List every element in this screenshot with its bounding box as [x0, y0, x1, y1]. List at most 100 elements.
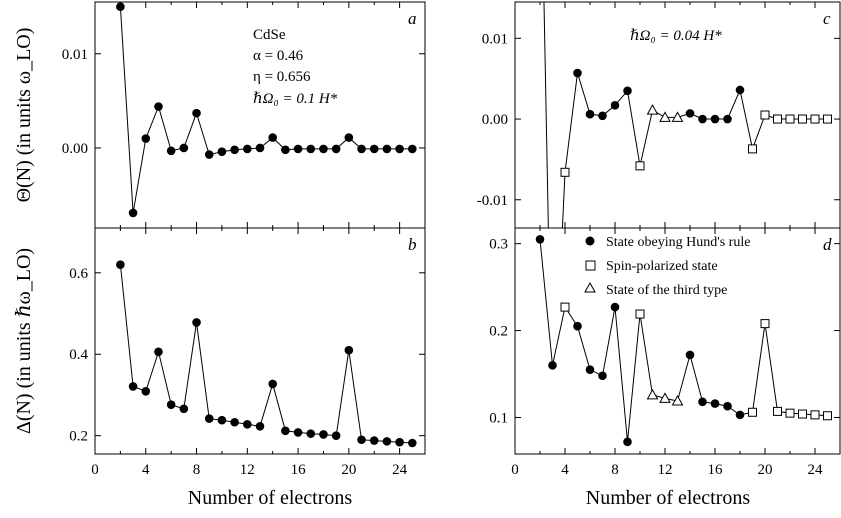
ytick-label-c: 0.00: [482, 112, 508, 128]
ytick-label-d: 0.3: [489, 237, 508, 253]
ytick-label-c: 0.01: [482, 31, 508, 47]
data-point-hund-d: [685, 350, 695, 360]
xtick-label-b: 8: [193, 462, 201, 478]
data-point-third-d: [646, 388, 659, 400]
data-point-hund-a: [243, 144, 252, 154]
data-point-hund-c: [698, 114, 707, 124]
data-point-spin-d: [823, 411, 832, 421]
annotation-alpha: α = 0.46: [253, 48, 304, 64]
data-point-hund-a: [128, 208, 138, 218]
data-point-hund-b: [204, 414, 214, 423]
data-point-hund-b: [319, 430, 328, 439]
xtick-label-d: 12: [658, 462, 673, 478]
data-point-hund-b: [369, 436, 379, 445]
data-point-hund-b: [306, 429, 316, 438]
data-point-hund-b: [408, 438, 417, 448]
series-line-c: [543, 2, 828, 228]
data-point-hund-b: [395, 437, 404, 447]
data-point-hund-b: [382, 437, 392, 446]
data-point-hund-b: [179, 404, 189, 414]
data-point-hund-a: [268, 133, 277, 142]
data-point-hund-a: [331, 144, 341, 154]
panel-d-frame: [514, 227, 841, 455]
data-point-hund-d: [698, 397, 707, 407]
data-point-hund-d: [573, 321, 582, 331]
data-point-hund-a: [344, 133, 354, 142]
panel-label-c: c: [823, 9, 831, 28]
data-point-hund-b: [141, 386, 151, 396]
data-point-hund-a: [319, 144, 328, 154]
xtick-label-d: 20: [758, 462, 773, 478]
data-point-hund-a: [395, 144, 404, 154]
data-point-hund-b: [255, 422, 265, 431]
data-point-hund-b: [293, 428, 303, 437]
data-point-hund-a: [382, 144, 392, 154]
ytick-label-b: 0.4: [69, 347, 88, 363]
data-point-hund-a: [255, 143, 265, 153]
data-point-spin-c: [823, 114, 832, 124]
xtick-label-b: 24: [392, 462, 408, 478]
data-point-hund-b: [166, 400, 176, 410]
data-point-hund-c: [623, 86, 632, 96]
ytick-label-b: 0.6: [69, 266, 88, 282]
data-point-hund-d: [623, 437, 632, 447]
data-point-hund-c: [735, 85, 745, 95]
panel-b-frame: [94, 227, 426, 455]
legend-third-label: State of the third type: [606, 283, 727, 298]
xtick-label-d: 24: [808, 462, 824, 478]
data-point-hund-b: [268, 379, 277, 389]
data-point-spin-c: [773, 114, 782, 124]
data-point-hund-d: [585, 365, 595, 374]
xlabel-right: Number of electrons: [586, 487, 751, 509]
data-point-hund-b: [281, 426, 290, 436]
ytick-label-c: -0.01: [477, 193, 508, 209]
data-point-hund-a: [116, 2, 125, 12]
annotation-eta: η = 0.656: [253, 69, 311, 85]
data-point-hund-a: [166, 146, 176, 156]
data-point-hund-b: [357, 435, 366, 445]
plot-layer: 0.00 0.01 0 4 8 12 16 20 24 0.2 0.4 0.6 -0.01 0.00 0.0…: [62, 2, 840, 478]
data-point-hund-c: [585, 109, 595, 119]
data-point-hund-a: [230, 145, 239, 155]
data-point-third-d: [671, 394, 684, 406]
data-point-hund-a: [369, 144, 379, 154]
data-point-hund-b: [230, 417, 239, 427]
data-point-hund-b: [154, 347, 163, 357]
data-point-spin-d: [785, 408, 795, 418]
xlabel-left: Number of electrons: [188, 487, 353, 509]
data-point-third-d: [659, 392, 671, 403]
data-point-hund-a: [217, 147, 227, 157]
annotation-omega-c: ℏΩ₀ = 0.04 H*: [630, 28, 722, 44]
data-point-hund-d: [610, 302, 620, 312]
data-point-third-c: [659, 111, 671, 122]
ylabel-bottom: Δ(N) (in units ℏω_LO): [13, 248, 35, 434]
xtick-label-b: 20: [341, 462, 356, 478]
ytick-label-d: 0.1: [489, 410, 508, 426]
data-point-hund-b: [116, 260, 125, 269]
data-point-hund-b: [192, 318, 201, 327]
data-point-spin-c: [785, 114, 795, 124]
data-point-hund-b: [243, 419, 252, 429]
data-point-hund-a: [192, 108, 201, 118]
data-point-hund-c: [723, 114, 732, 124]
data-point-spin-d: [748, 407, 757, 417]
data-point-spin-d: [760, 319, 770, 329]
data-point-hund-c: [710, 114, 720, 124]
data-point-hund-b: [217, 415, 227, 425]
legend-spin-label: Spin-polarized state: [606, 259, 718, 274]
panel-label-a: a: [408, 9, 417, 28]
legend-third-marker: [584, 281, 596, 293]
data-point-hund-c: [573, 68, 582, 78]
data-point-hund-a: [179, 143, 189, 153]
data-point-spin-d: [773, 406, 782, 416]
data-point-spin-c: [748, 144, 757, 154]
data-point-third-c: [671, 111, 684, 122]
data-point-hund-d: [735, 410, 745, 420]
data-point-third-c: [646, 104, 659, 115]
data-point-hund-d: [723, 401, 732, 411]
legend-hund-marker: [585, 236, 595, 246]
xtick-label-d: 8: [611, 462, 619, 478]
data-point-spin-c: [635, 161, 645, 171]
data-point-hund-b: [128, 382, 138, 391]
